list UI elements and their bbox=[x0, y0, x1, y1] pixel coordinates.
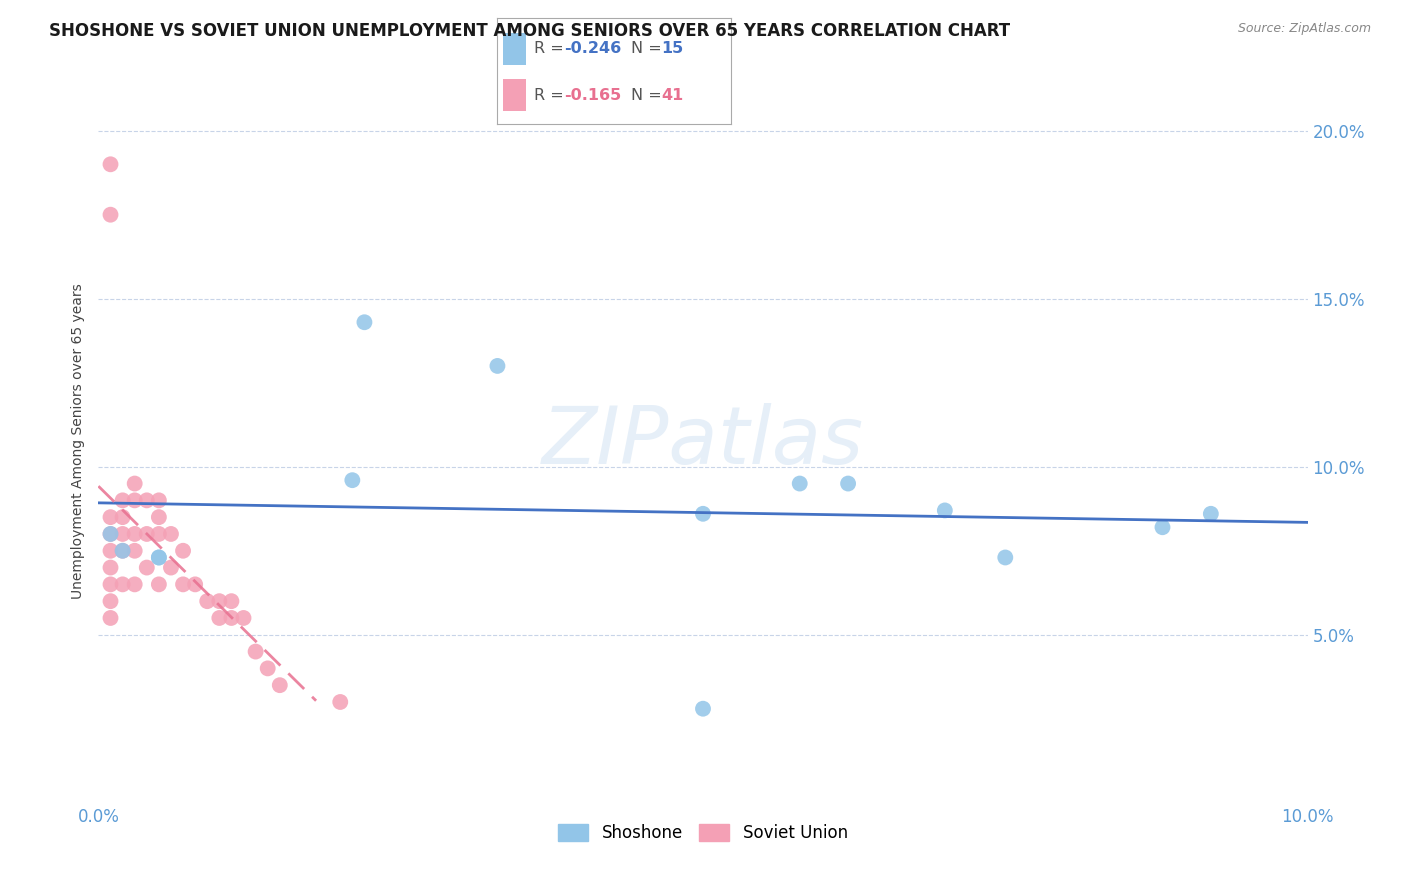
Point bbox=[486, 359, 509, 373]
Text: Source: ZipAtlas.com: Source: ZipAtlas.com bbox=[1237, 22, 1371, 36]
Legend: Shoshone, Soviet Union: Shoshone, Soviet Union bbox=[551, 817, 855, 848]
Point bbox=[100, 208, 122, 222]
Point bbox=[172, 577, 194, 591]
Point bbox=[256, 661, 278, 675]
Point bbox=[148, 577, 170, 591]
Point bbox=[124, 493, 146, 508]
Point bbox=[111, 493, 134, 508]
Text: 15: 15 bbox=[661, 41, 683, 56]
Bar bbox=[503, 79, 526, 112]
Point bbox=[329, 695, 352, 709]
Text: N =: N = bbox=[631, 41, 666, 56]
Point bbox=[1152, 520, 1174, 534]
Point bbox=[269, 678, 291, 692]
Point bbox=[353, 315, 375, 329]
Point bbox=[135, 493, 157, 508]
Point bbox=[124, 543, 146, 558]
Text: -0.246: -0.246 bbox=[564, 41, 621, 56]
Text: 41: 41 bbox=[661, 88, 683, 103]
Point bbox=[111, 510, 134, 524]
Point bbox=[124, 577, 146, 591]
Point bbox=[111, 577, 134, 591]
Point bbox=[148, 510, 170, 524]
Point bbox=[837, 476, 859, 491]
Point bbox=[100, 527, 122, 541]
Point bbox=[100, 543, 122, 558]
Point bbox=[221, 611, 243, 625]
Point bbox=[100, 594, 122, 608]
Text: N =: N = bbox=[631, 88, 666, 103]
Point bbox=[100, 527, 122, 541]
Point bbox=[184, 577, 207, 591]
Point bbox=[124, 527, 146, 541]
Point bbox=[148, 493, 170, 508]
Point bbox=[100, 560, 122, 574]
Text: R =: R = bbox=[533, 41, 568, 56]
Point bbox=[221, 594, 243, 608]
Point bbox=[148, 527, 170, 541]
Point bbox=[100, 611, 122, 625]
Point bbox=[100, 577, 122, 591]
Y-axis label: Unemployment Among Seniors over 65 years: Unemployment Among Seniors over 65 years bbox=[72, 284, 86, 599]
Point bbox=[208, 594, 231, 608]
Point bbox=[100, 510, 122, 524]
Bar bbox=[503, 33, 526, 64]
Text: SHOSHONE VS SOVIET UNION UNEMPLOYMENT AMONG SENIORS OVER 65 YEARS CORRELATION CH: SHOSHONE VS SOVIET UNION UNEMPLOYMENT AM… bbox=[49, 22, 1011, 40]
Point bbox=[692, 702, 714, 716]
Point bbox=[135, 527, 157, 541]
Point bbox=[342, 473, 364, 487]
Text: ZIPatlas: ZIPatlas bbox=[541, 402, 865, 481]
Point bbox=[934, 503, 956, 517]
Point bbox=[994, 550, 1017, 565]
Point bbox=[160, 527, 183, 541]
Point bbox=[172, 543, 194, 558]
Point bbox=[232, 611, 254, 625]
Point bbox=[208, 611, 231, 625]
Point bbox=[124, 476, 146, 491]
Point bbox=[245, 644, 267, 658]
Point bbox=[111, 543, 134, 558]
Point bbox=[1199, 507, 1222, 521]
Point bbox=[195, 594, 218, 608]
Point bbox=[789, 476, 811, 491]
Text: R =: R = bbox=[533, 88, 568, 103]
Point bbox=[148, 550, 170, 565]
Point bbox=[160, 560, 183, 574]
Point bbox=[111, 527, 134, 541]
Point bbox=[148, 550, 170, 565]
Point bbox=[692, 507, 714, 521]
Text: -0.165: -0.165 bbox=[564, 88, 621, 103]
Point bbox=[135, 560, 157, 574]
Point bbox=[100, 157, 122, 171]
Point bbox=[111, 543, 134, 558]
